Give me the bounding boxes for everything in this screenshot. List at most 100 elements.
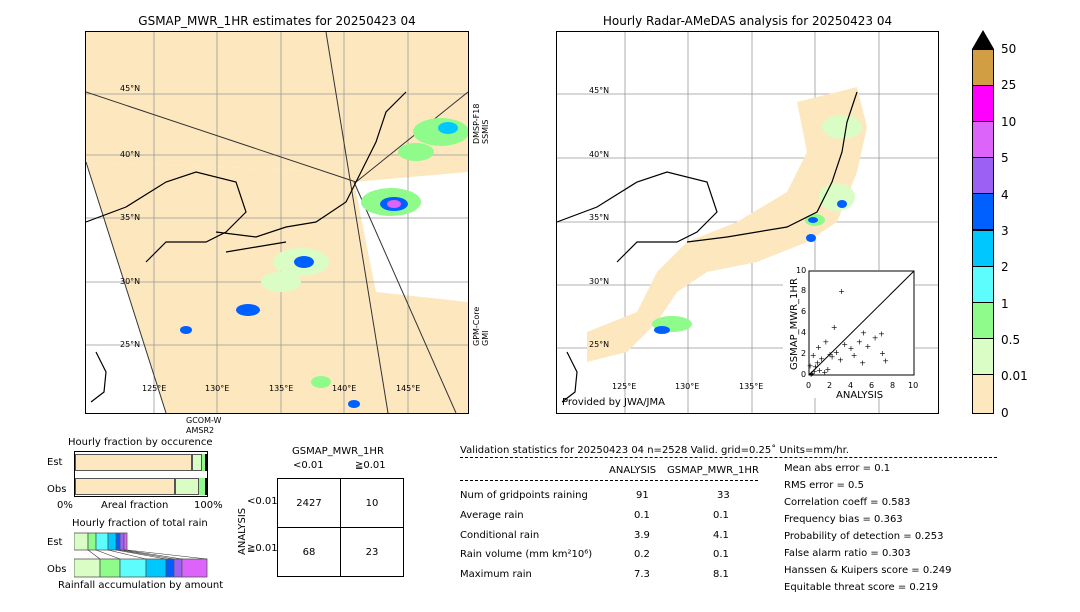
scatter-point: + [856, 338, 863, 347]
colorbar-cell [972, 193, 994, 230]
scatter-point: + [808, 370, 815, 379]
contingency-title: GSMAP_MWR_1HR [292, 446, 384, 457]
stat-analysis: 0.1 [634, 510, 650, 521]
scatter-point: + [812, 363, 819, 372]
left-swath-b [86, 162, 386, 413]
contingency-cell: 68 [277, 527, 341, 577]
contingency-cell: 10 [340, 478, 404, 528]
scatter-point: + [860, 328, 867, 337]
scatter-panel: + + + + + + + + + + + + + + + + + + + + + + + + + + + + + + GSMAP_MWR… [783, 266, 915, 398]
colorbar-label: 0 [1001, 406, 1009, 420]
scatter-point: + [822, 338, 829, 347]
colorbar-label: 4 [1001, 188, 1009, 202]
stat-analysis: 3.9 [634, 530, 650, 541]
left-map: 45°N 40°N 35°N 30°N 25°N 125°E 130°E 135… [85, 31, 469, 414]
scatter-point: + [841, 340, 848, 349]
rain-fraction-title: Hourly fraction of total rain [72, 518, 208, 529]
scatter-xlabel: ANALYSIS [836, 390, 884, 401]
stat-gsmap: 8.1 [713, 569, 729, 580]
scatter-xtick: 2 [827, 381, 833, 390]
score-line: Probability of detection = 0.253 [784, 531, 944, 542]
occurrence-title: Hourly fraction by occurence [68, 437, 213, 448]
stat-gsmap: 33 [717, 490, 730, 501]
colorbar-cell [972, 157, 994, 194]
left-rain [180, 118, 468, 408]
score-line: Correlation coeff = 0.583 [784, 497, 911, 508]
sat-label-dmsp: DMSP-F18 SSMIS [472, 103, 490, 144]
colorbar-label: 25 [1001, 78, 1017, 92]
rain-fraction-xlabel: Rainfall accumulation by amount [58, 580, 224, 591]
scatter-point: + [833, 348, 840, 357]
rain-fraction-est-label: Est [47, 537, 63, 548]
right-lon-label: 135°E [739, 382, 764, 391]
contingency-cell: 2427 [277, 478, 341, 528]
validation-divider [460, 457, 997, 458]
right-lat-label: 25°N [589, 340, 610, 349]
score-line: RMS error = 0.5 [784, 480, 864, 491]
score-line: Frequency bias = 0.363 [784, 514, 903, 525]
scatter-point: + [851, 351, 858, 360]
scatter-point: + [811, 367, 818, 376]
stat-label: Maximum rain [460, 569, 532, 580]
occurrence-xlabel: Areal fraction [101, 500, 169, 511]
colorbar-label: 0.01 [1001, 369, 1028, 383]
occurrence-est-bar [205, 454, 207, 471]
scatter-point: + [825, 365, 832, 374]
sat-label-gcom: GCOM-W AMSR2 [186, 416, 222, 435]
colorbar-cell [972, 374, 994, 414]
scatter-point: + [859, 359, 866, 368]
occurrence-est-label: Est [47, 457, 63, 468]
scatter-point: + [837, 355, 844, 364]
left-map-canvas [86, 32, 468, 413]
scatter-point: + [810, 351, 817, 360]
stat-label: Conditional rain [460, 530, 540, 541]
scatter-ytick: 10 [796, 266, 807, 275]
validation-header: Validation statistics for 20250423 04 n=… [460, 445, 849, 456]
contingency-row-label: ≧0.01 [247, 543, 278, 554]
stat-label: Average rain [460, 510, 524, 521]
rain-fraction-obs-label: Obs [47, 564, 67, 575]
contingency-row-label: <0.01 [247, 496, 278, 507]
left-lon-label: 130°E [205, 384, 230, 393]
stat-analysis: 91 [636, 490, 649, 501]
right-lat-label: 40°N [589, 150, 610, 159]
scatter-plot: ++++++++++++++ ++++++ ++++++++ ++ [807, 270, 915, 379]
rain-fraction-svg [73, 532, 208, 578]
scatter-ytick: 0 [801, 370, 807, 379]
left-map-title: GSMAP_MWR_1HR estimates for 20250423 04 [138, 14, 416, 28]
left-lat-label: 30°N [120, 277, 141, 286]
colorbar-arrow [972, 30, 994, 49]
scatter-point: + [809, 369, 816, 378]
left-lat-label: 45°N [120, 84, 141, 93]
right-lat-label: 35°N [589, 213, 610, 222]
scatter-point: + [864, 342, 871, 351]
occurrence-obs-label: Obs [47, 484, 67, 495]
colorbar-cell [972, 302, 994, 339]
colorbar-cell [972, 266, 994, 303]
scatter-point: + [821, 368, 828, 377]
occurrence-obs-bar [205, 478, 207, 495]
scatter-xtick: 6 [869, 381, 875, 390]
left-lat-label: 25°N [120, 340, 141, 349]
left-lon-label: 125°E [142, 384, 167, 393]
stat-gsmap: 0.1 [713, 510, 729, 521]
right-map-canvas [557, 32, 938, 413]
scatter-point: + [848, 344, 855, 353]
occurrence-est-bar [202, 454, 205, 471]
occurrence-obs-bar [175, 478, 199, 495]
validation-col-analysis: ANALYSIS [609, 465, 657, 476]
scatter-xtick: 8 [890, 381, 896, 390]
occurrence-xtick: 0% [57, 500, 73, 511]
data-credit: Provided by JWA/JMA [562, 397, 665, 408]
scatter-point: + [879, 349, 886, 358]
stat-analysis: 7.3 [634, 569, 650, 580]
left-lon-label: 135°E [269, 384, 294, 393]
scatter-xtick: 0 [806, 381, 812, 390]
right-lat-label: 30°N [589, 277, 610, 286]
scatter-xtick: 10 [908, 381, 919, 390]
score-line: Hanssen & Kuipers score = 0.249 [784, 565, 952, 576]
scatter-point: + [814, 359, 821, 368]
occurrence-obs-bar [199, 478, 205, 495]
rain-fraction-chart [73, 531, 208, 579]
colorbar-label: 50 [1001, 42, 1017, 56]
